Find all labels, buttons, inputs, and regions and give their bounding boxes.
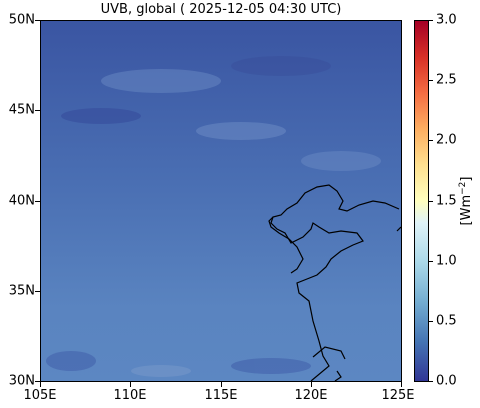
y-tick-mark [35,110,40,111]
y-tick-label: 30N [8,373,35,389]
colorbar [414,20,429,382]
x-tick-mark [401,382,402,387]
colorbar-tick-label: 3.0 [436,12,457,28]
colorbar-tick-mark [429,201,433,202]
colorbar-tick-mark [429,20,433,21]
colorbar-tick-mark [429,80,433,81]
uvb-field [41,21,401,381]
x-tick-label: 105E [23,388,57,403]
y-tick-label: 40N [8,193,35,209]
colorbar-tick-label: 0.5 [436,313,457,329]
x-tick-label: 120E [294,388,328,403]
x-tick-mark [130,382,131,387]
coastline [268,184,401,381]
x-tick-mark [40,382,41,387]
unit-base: [Wm [459,194,475,226]
map-canvas [41,21,401,381]
cloud-texture [46,56,381,377]
y-tick-mark [35,201,40,202]
y-tick-mark [35,20,40,21]
colorbar-tick-mark [429,261,433,262]
x-tick-label: 115E [204,388,238,403]
colorbar-tick-mark [429,321,433,322]
uvb-map [40,20,402,382]
x-tick-label: 110E [113,388,147,403]
colorbar-unit-label: [Wm−2] [458,177,474,226]
y-tick-label: 50N [8,12,35,28]
y-tick-mark [35,381,40,382]
colorbar-tick-mark [429,140,433,141]
x-tick-mark [221,382,222,387]
unit-close: ] [459,176,475,182]
colorbar-tick-label: 1.5 [436,193,457,209]
map-title: UVB, global ( 2025-12-05 04:30 UTC) [100,2,342,17]
y-tick-mark [35,291,40,292]
y-tick-label: 45N [8,102,35,118]
colorbar-tick-label: 2.0 [436,132,457,148]
y-tick-label: 35N [8,283,35,299]
colorbar-tick-label: 2.5 [436,72,457,88]
x-tick-label: 125E [381,388,415,403]
colorbar-tick-label: 1.0 [436,253,457,269]
x-tick-mark [311,382,312,387]
colorbar-tick-label: 0.0 [436,373,457,389]
colorbar-tick-mark [429,381,433,382]
unit-exponent: −2 [457,181,468,195]
